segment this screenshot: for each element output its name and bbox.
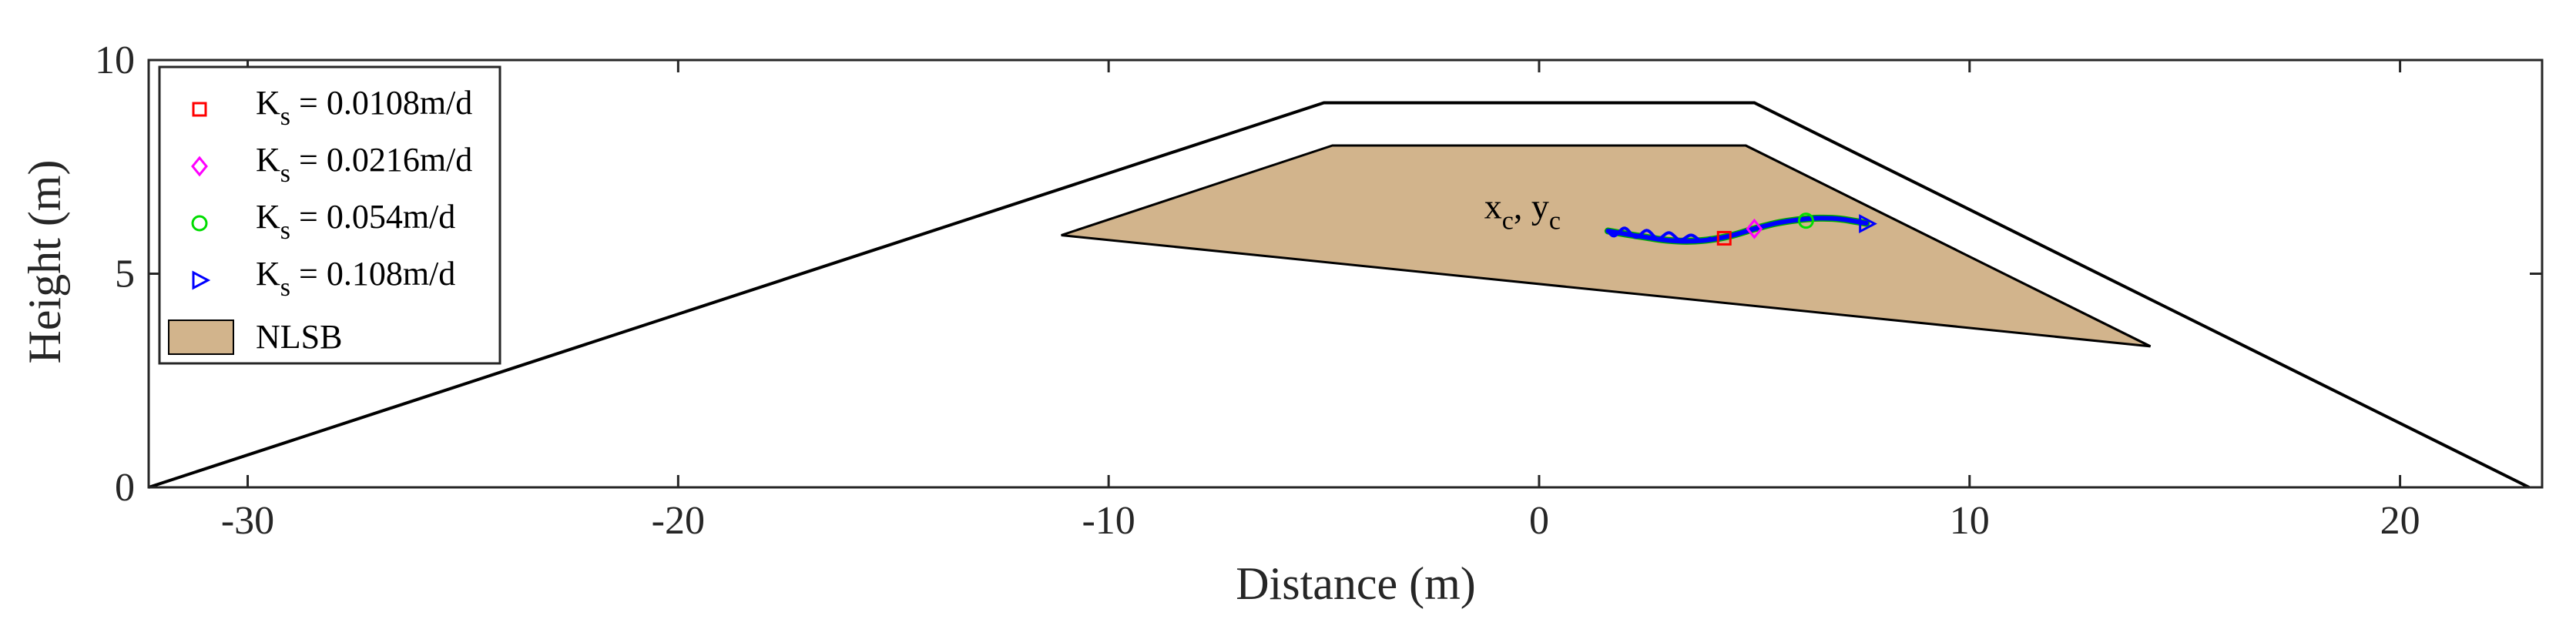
trajectory-line [1605, 216, 1869, 244]
series-marker-2 [1746, 218, 1763, 239]
x-tick-label: 10 [1950, 499, 1990, 543]
plot-area: xc, yc [148, 101, 2531, 489]
legend-patch-nlsb [168, 320, 234, 355]
legend-label-2: Ks = 0.0216m/d [256, 141, 472, 188]
centroid-annotation: xc, yc [1484, 186, 1561, 235]
y-tick-label: 5 [115, 253, 135, 296]
legend-marker-1 [192, 102, 207, 117]
legend-label-main: K [256, 198, 280, 236]
y-tick-label: 10 [95, 38, 135, 82]
legend-label-rest: = 0.108m/d [290, 255, 455, 293]
x-tick-label: -20 [652, 499, 705, 543]
legend-label-1: Ks = 0.0108m/d [256, 84, 472, 131]
legend-label-main: K [256, 255, 280, 293]
annotation-x: x [1484, 186, 1502, 226]
series-marker-3 [1797, 212, 1814, 229]
embankment-inner-line [1332, 144, 2152, 348]
y-tick-label: 0 [115, 466, 135, 510]
x-tick-label: -30 [221, 499, 274, 543]
legend-box [158, 65, 501, 365]
legend-label-sub: s [280, 273, 290, 302]
legend-label-rest: = 0.0216m/d [290, 141, 472, 179]
x-axis-label: Distance (m) [1236, 558, 1476, 609]
legend-label-3: Ks = 0.054m/d [256, 198, 455, 245]
x-tick-label: 0 [1529, 499, 1549, 543]
legend-marker-3 [191, 215, 208, 232]
axes: -30 -20 -10 0 10 20 0 5 10 [95, 38, 2544, 543]
legend-label-rest: = 0.0108m/d [290, 84, 472, 122]
legend-label-rest: = 0.054m/d [290, 198, 455, 236]
legend-label-sub: s [280, 102, 290, 131]
legend-marker-4 [192, 270, 211, 290]
series-marker-1 [1716, 230, 1732, 246]
legend-label-main: K [256, 84, 280, 122]
legend-label-4: Ks = 0.108m/d [256, 255, 455, 302]
legend: Ks = 0.0108m/dKs = 0.0216m/dKs = 0.054m/… [158, 65, 501, 365]
y-axis-label: Height (m) [19, 160, 70, 364]
annotation-y: y [1531, 186, 1549, 226]
nlsb-region [1061, 144, 2152, 348]
axes-box [147, 59, 2544, 489]
legend-label-sub: s [280, 216, 290, 245]
legend-label-nlsb: NLSB [256, 318, 342, 356]
series-marker-4 [1859, 214, 1877, 234]
embankment-outer-line [148, 101, 2531, 489]
x-tick-label: -10 [1082, 499, 1135, 543]
annotation-y-sub: c [1549, 206, 1561, 235]
legend-marker-2 [191, 156, 208, 177]
trajectory-oscillation [1606, 226, 1712, 243]
annotation-x-sub: c [1502, 206, 1514, 235]
legend-label-sub: s [280, 159, 290, 188]
annotation-sep: , [1514, 186, 1531, 226]
legend-label-main: K [256, 141, 280, 179]
x-tick-label: 20 [2380, 499, 2420, 543]
